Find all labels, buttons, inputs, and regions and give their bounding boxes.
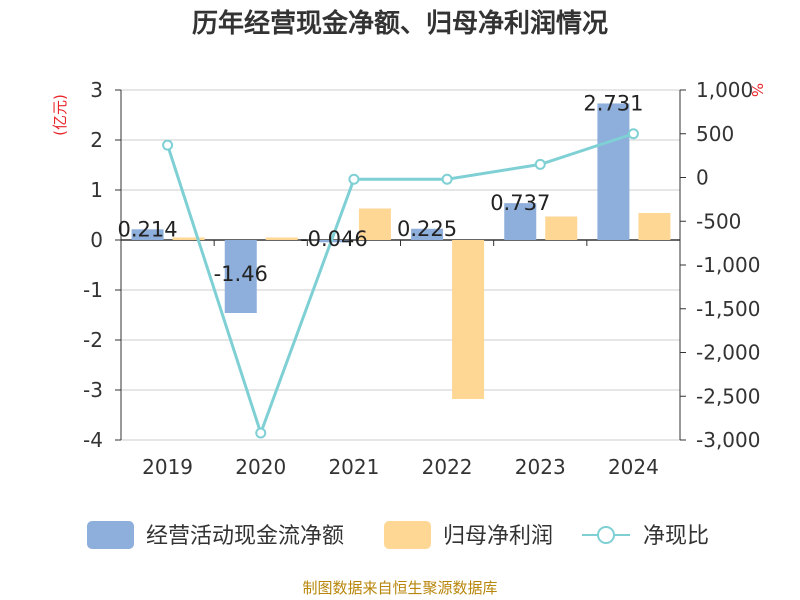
x-axis-tick-label: 2021 (328, 455, 379, 479)
chart-title: 历年经营现金净额、归母净利润情况 (192, 8, 608, 39)
legend-marker-ratio (597, 526, 615, 544)
ratio-point (162, 139, 174, 151)
data-label-cashflow: 0.737 (490, 191, 550, 215)
bar-net-profit (358, 208, 391, 240)
bars (131, 103, 671, 399)
left-axis-tick-label: -2 (83, 328, 103, 352)
left-axis: 3 2 1 0 -1 -2 -3 -4 (83, 78, 122, 452)
bar-cashflow (504, 203, 537, 240)
data-label-cashflow: 0.214 (118, 217, 178, 241)
bar-cashflow (411, 228, 444, 240)
bar-cashflow (597, 103, 630, 240)
right-axis: 1,000 500 0 -500 -1,000 -1,500 -2,000 -2,500 -3,… (679, 78, 760, 452)
left-axis-tick-label: 1 (90, 178, 103, 202)
ratio-point (348, 173, 360, 185)
x-axis-tick-label: 2019 (142, 455, 193, 479)
x-axis: 2019 2020 2021 2022 2023 2024 (120, 239, 681, 479)
right-axis-tick-label: -500 (696, 209, 741, 233)
bar-net-profit (638, 213, 671, 240)
right-axis-tick-label: -3,000 (696, 428, 760, 452)
right-axis-tick-label: -1,500 (696, 297, 760, 321)
data-label-cashflow: 0.225 (397, 217, 457, 241)
legend-label-net-profit: 归母净利润 (443, 524, 553, 549)
x-axis-tick-label: 2020 (235, 455, 286, 479)
right-axis-tick-label: -1,000 (696, 253, 760, 277)
bar-net-profit (545, 216, 578, 240)
bar-cashflow (224, 240, 257, 313)
right-axis-tick-label: 0 (696, 166, 709, 190)
legend: 经营活动现金流净额 归母净利润 净现比 (87, 521, 709, 549)
ratio-line (162, 128, 639, 439)
legend-swatch-net-profit (384, 521, 431, 549)
left-axis-tick-label: 3 (90, 78, 103, 102)
data-label-cashflow: -1.46 (214, 262, 268, 286)
left-axis-tick-label: -1 (83, 278, 103, 302)
bar-net-profit (172, 237, 205, 240)
right-axis-tick-label: -2,000 (696, 341, 760, 365)
left-axis-unit: (亿元) (51, 94, 69, 136)
bar-cashflow (317, 240, 350, 243)
left-axis-tick-label: -3 (83, 378, 103, 402)
legend-item-net-profit[interactable]: 归母净利润 (384, 521, 553, 549)
right-axis-unit: % (748, 83, 766, 97)
ratio-point (441, 173, 453, 185)
bar-net-profit (452, 240, 485, 399)
ratio-series-line (166, 132, 634, 438)
x-axis-tick-label: 2024 (608, 455, 659, 479)
legend-label-ratio: 净现比 (643, 524, 709, 549)
ratio-point (627, 128, 639, 140)
data-labels: 0.214 -1.46 -0.046 0.225 0.737 2.731 (118, 91, 644, 286)
left-axis-tick-label: 2 (90, 128, 103, 152)
data-label-cashflow: 2.731 (583, 91, 643, 115)
data-label-cashflow: -0.046 (300, 227, 368, 251)
source-note: 制图数据来自恒生聚源数据库 (302, 579, 497, 597)
x-axis-tick-label: 2022 (422, 455, 473, 479)
bar-cashflow (131, 229, 164, 240)
right-axis-tick-label: 1,000 (696, 78, 753, 102)
legend-swatch-cashflow (87, 521, 134, 549)
left-axis-tick-label: 0 (90, 228, 103, 252)
legend-item-ratio[interactable]: 净现比 (582, 524, 709, 549)
left-axis-tick-label: -4 (83, 428, 103, 452)
legend-label-cashflow: 经营活动现金流净额 (146, 524, 344, 549)
x-axis-tick-label: 2023 (515, 455, 566, 479)
ratio-point (255, 427, 267, 439)
right-axis-tick-label: -2,500 (696, 384, 760, 408)
bar-net-profit (265, 237, 298, 240)
ratio-point (534, 158, 546, 170)
legend-item-cashflow[interactable]: 经营活动现金流净额 (87, 521, 344, 549)
right-axis-tick-label: 500 (696, 122, 734, 146)
